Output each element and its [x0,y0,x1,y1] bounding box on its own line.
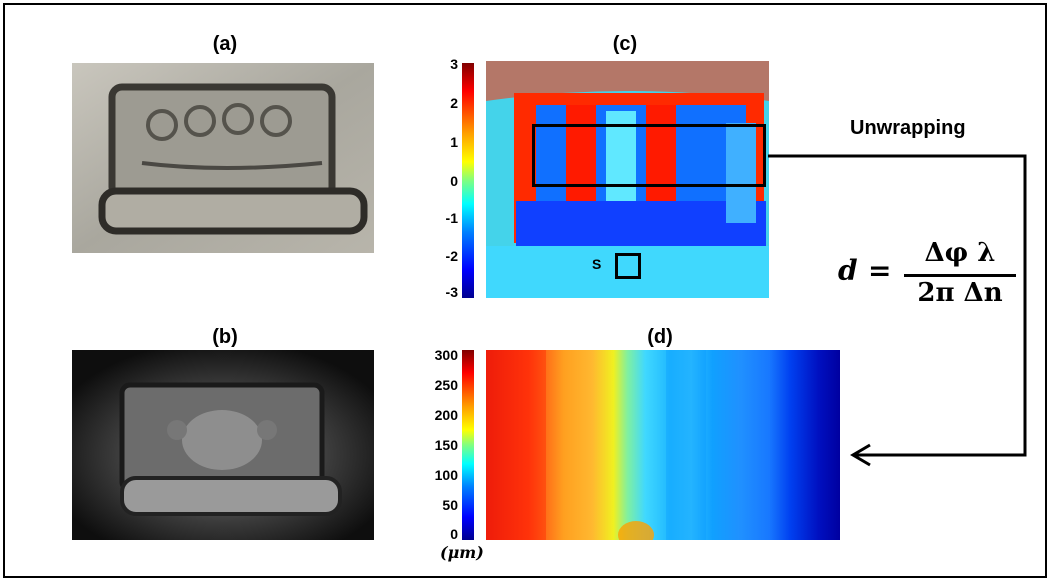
colorbar-d-tick: 200 [424,407,458,423]
reference-region-label: S [592,256,601,272]
colorbar-c-tick: 3 [424,56,458,72]
colorbar-d-tick: 0 [424,526,458,542]
colorbar-c-tick: 2 [424,95,458,111]
colorbar-c-tick: -2 [424,248,458,264]
colorbar-c-tick: 0 [424,173,458,189]
unwrapping-selection-box [532,124,766,187]
colorbar-d-tick: 150 [424,437,458,453]
reference-region-box [615,253,641,279]
unwrapping-arrow [760,150,1040,470]
fraction-bar [904,274,1016,277]
colorbar-c-tick: -3 [424,284,458,300]
colorbar-d-tick: 50 [424,497,458,513]
panel-label-b: (b) [185,326,265,349]
colorbar-d-tick: 250 [424,377,458,393]
panel-label-a: (a) [185,33,265,56]
colorbar-c-tick: 1 [424,134,458,150]
thickness-colorbar [462,350,474,540]
colorbar-c-tick: -1 [424,210,458,226]
colorbar-d-tick: 300 [424,347,458,363]
thickness-unit: (μm) [440,543,484,562]
stamp-photograph [72,63,374,253]
panel-label-d: (d) [620,326,700,349]
colorbar-d-tick: 100 [424,467,458,483]
panel-label-c: (c) [585,33,665,56]
formula-equals: = [868,254,891,287]
unwrapping-label: Unwrapping [850,117,966,140]
formula-numerator: Δφ λ [904,238,1016,268]
phase-colorbar [462,63,474,298]
intensity-reconstruction [72,350,374,540]
formula-denominator: 2π Δn [904,278,1016,308]
formula-lhs: d [838,254,858,287]
